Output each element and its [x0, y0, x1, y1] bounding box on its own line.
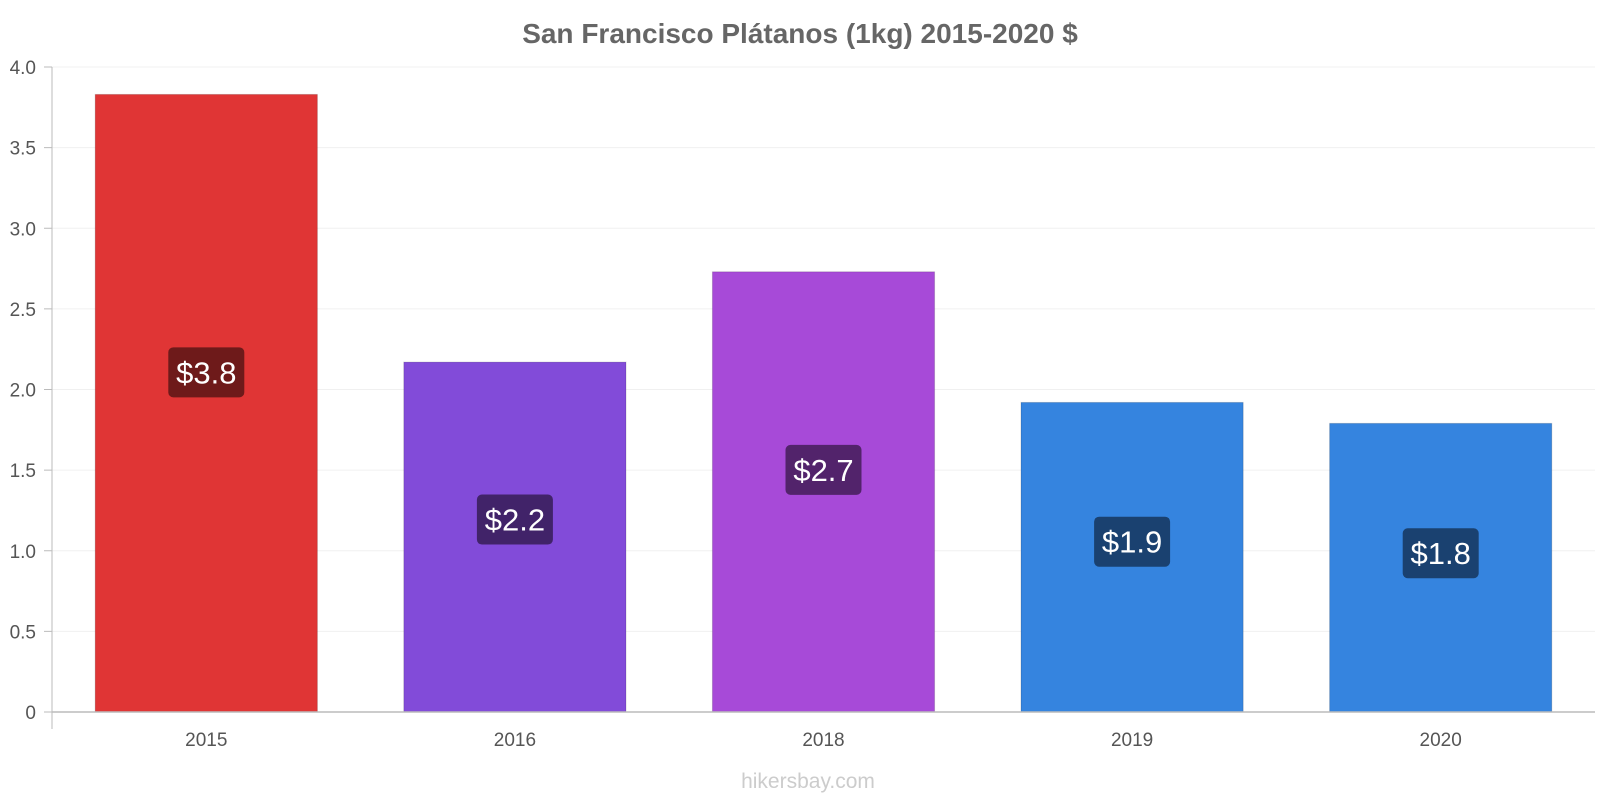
data-label-box	[1094, 516, 1171, 567]
x-tick-label: 2016	[494, 730, 536, 751]
data-label: $2.7	[793, 453, 853, 488]
x-tick-label: 2018	[802, 730, 844, 751]
data-label: $2.2	[485, 503, 545, 538]
y-tick-label: 1.0	[10, 542, 36, 563]
data-label: $1.9	[1102, 525, 1162, 560]
y-tick-label: 2.0	[10, 381, 36, 402]
data-label-box	[168, 347, 245, 398]
x-axis-ticks: 2015 2016 2018 2019 2020	[185, 730, 1462, 751]
data-label-box	[1402, 528, 1479, 579]
y-tick-label: 0.5	[10, 622, 36, 643]
x-tick-label: 2015	[185, 730, 227, 751]
bar	[94, 93, 318, 713]
y-tick-label: 3.0	[10, 219, 36, 240]
y-axis-ticks: 0 0.5 1.0 1.5 2.0 2.5 3.0 3.5 4.0	[10, 58, 52, 724]
y-tick-label: 3.5	[10, 139, 36, 160]
chart-title: San Francisco Plátanos (1kg) 2015-2020 $	[522, 18, 1078, 49]
credit-text: hikersbay.com	[741, 770, 875, 793]
data-labels: $3.8 $2.2 $2.7 $1.9 $1.8	[168, 347, 1479, 579]
data-label-box	[785, 444, 862, 495]
x-tick-label: 2019	[1111, 730, 1153, 751]
data-label: $3.8	[176, 355, 236, 390]
y-tick-label: 1.5	[10, 461, 36, 482]
data-label-box	[476, 494, 553, 545]
y-tick-label: 4.0	[10, 58, 36, 79]
bars	[94, 93, 1553, 713]
y-tick-label: 2.5	[10, 300, 36, 321]
x-tick-label: 2020	[1420, 730, 1462, 751]
data-label: $1.8	[1411, 536, 1471, 571]
y-tick-label: 0	[25, 703, 36, 724]
axes	[51, 67, 1595, 729]
